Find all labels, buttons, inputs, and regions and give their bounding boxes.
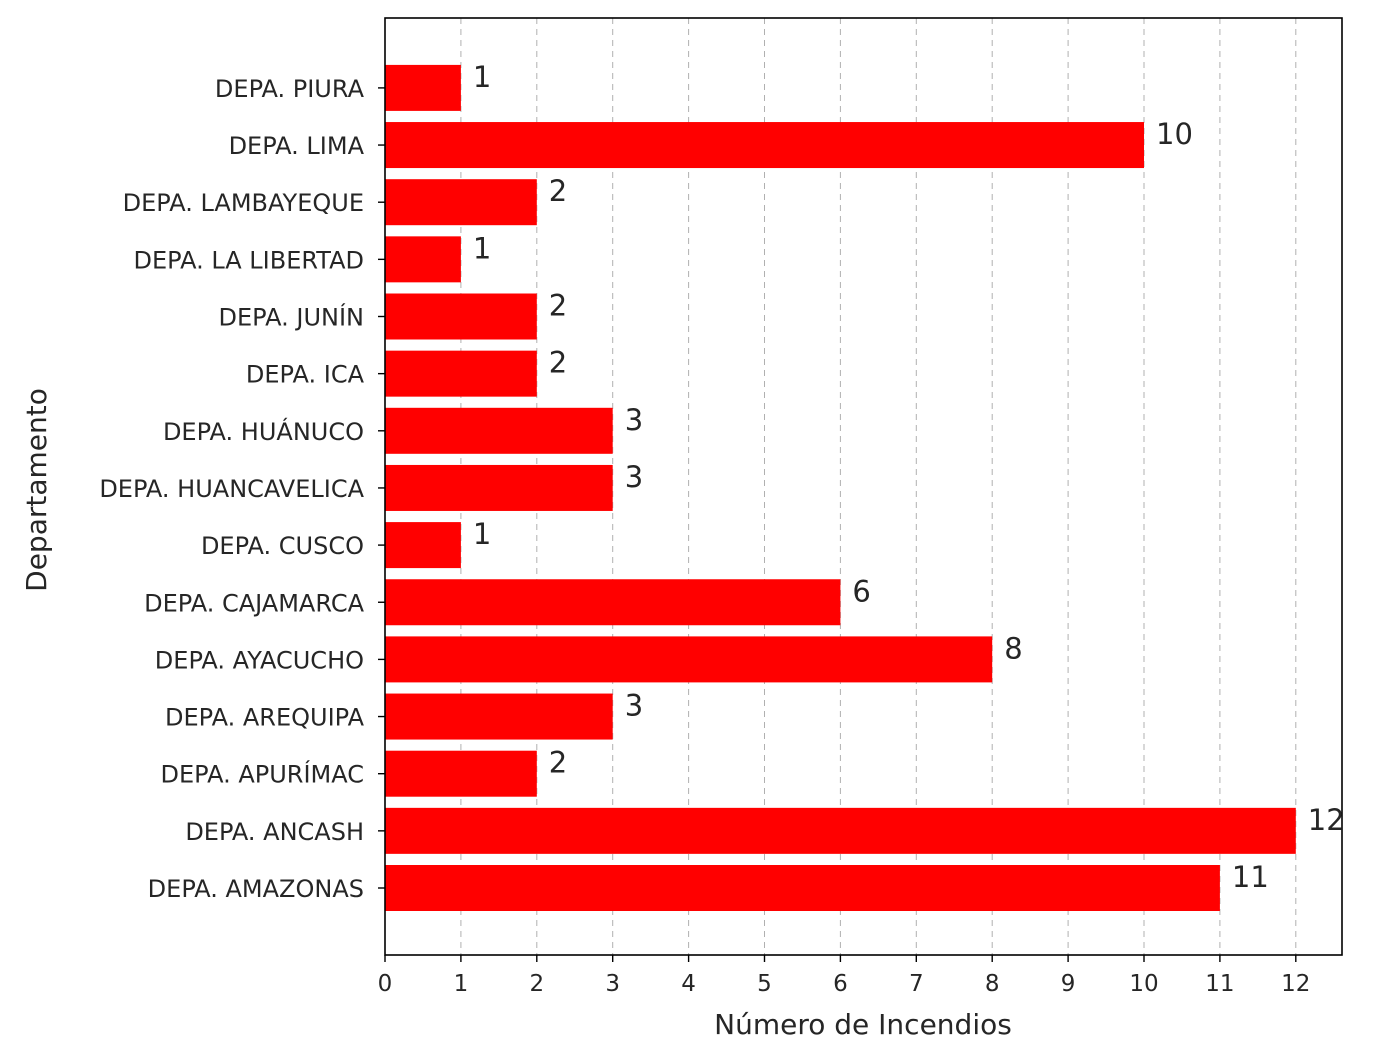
category-label: DEPA. AREQUIPA <box>165 704 365 732</box>
x-tick-label: 4 <box>681 971 696 997</box>
x-axis-title: Número de Incendios <box>714 1008 1012 1039</box>
value-label: 3 <box>625 689 643 723</box>
category-label: DEPA. LAMBAYEQUE <box>123 189 364 217</box>
bar <box>385 579 841 626</box>
bar <box>385 636 993 683</box>
category-label: DEPA. ICA <box>246 361 365 389</box>
category-label: DEPA. HUANCAVELICA <box>99 475 364 503</box>
x-tick-label: 8 <box>985 971 1000 997</box>
category-label: DEPA. ANCASH <box>185 818 364 846</box>
bar <box>385 179 537 226</box>
category-label: DEPA. CUSCO <box>201 532 364 560</box>
y-axis-title: Departamento <box>20 388 53 592</box>
value-label: 6 <box>852 574 870 608</box>
plot-frame <box>384 17 1343 956</box>
x-tick-label: 3 <box>605 971 620 997</box>
bar <box>385 464 613 511</box>
value-label: 8 <box>1004 631 1022 665</box>
x-axis: 0 1 2 3 4 5 6 7 8 9 10 11 12 <box>378 955 1310 997</box>
x-tick-label: 10 <box>1129 971 1158 997</box>
category-label: DEPA. PIURA <box>215 75 365 103</box>
value-label: 1 <box>473 517 491 551</box>
x-tick-label: 0 <box>378 971 393 997</box>
value-label: 3 <box>625 403 643 437</box>
x-tick-label: 11 <box>1205 971 1234 997</box>
value-label: 3 <box>625 460 643 494</box>
value-label: 1 <box>473 60 491 94</box>
value-label: 2 <box>549 174 567 208</box>
bar <box>385 693 613 740</box>
bar <box>385 407 613 454</box>
x-tick-label: 2 <box>529 971 544 997</box>
category-label: DEPA. AYACUCHO <box>155 646 364 674</box>
category-label: DEPA. AMAZONAS <box>148 875 364 903</box>
value-label: 2 <box>549 289 567 323</box>
value-label: 1 <box>473 231 491 265</box>
x-tick-label: 1 <box>454 971 469 997</box>
x-tick-label: 7 <box>909 971 924 997</box>
value-label: 2 <box>549 746 567 780</box>
x-tick-label: 9 <box>1061 971 1076 997</box>
category-label: DEPA. LA LIBERTAD <box>133 246 364 274</box>
value-label: 2 <box>549 346 567 380</box>
x-tick-label: 6 <box>833 971 848 997</box>
category-label: DEPA. JUNÍN <box>219 303 364 332</box>
bar <box>385 750 537 797</box>
bar <box>385 236 461 283</box>
category-label: DEPA. APURÍMAC <box>160 760 364 789</box>
category-label: DEPA. LIMA <box>229 132 365 160</box>
value-label: 12 <box>1308 803 1345 837</box>
bars <box>385 64 1296 911</box>
bar <box>385 865 1220 911</box>
bar <box>385 807 1296 854</box>
bar <box>385 122 1144 169</box>
x-tick-label: 12 <box>1281 971 1310 997</box>
grid-lines <box>384 18 1297 955</box>
value-label: 11 <box>1232 860 1269 894</box>
bar <box>385 293 537 340</box>
bar <box>385 64 461 111</box>
bar <box>385 522 461 569</box>
x-tick-label: 5 <box>757 971 772 997</box>
category-label: DEPA. CAJAMARCA <box>144 589 364 617</box>
category-label: DEPA. HUÁNUCO <box>163 417 364 446</box>
value-label: 10 <box>1156 117 1193 151</box>
y-axis: DEPA. AMAZONAS DEPA. ANCASH DEPA. APURÍMAC… <box>99 75 385 903</box>
bar <box>385 350 537 397</box>
